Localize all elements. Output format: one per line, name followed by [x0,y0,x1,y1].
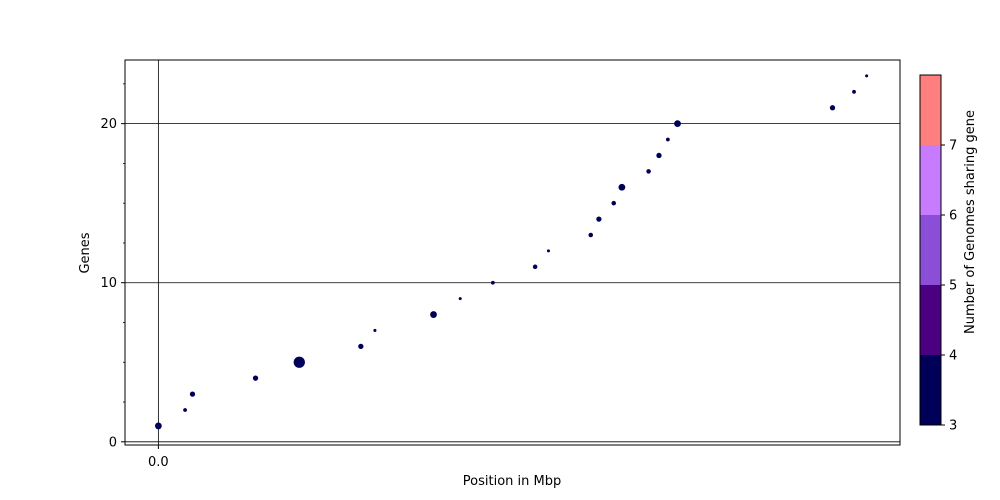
data-point [189,391,196,397]
colorbar: 3 4 5 6 7 [919,74,957,434]
data-point [458,297,462,301]
colorbar-band [920,145,941,215]
colorbar-band [920,355,941,425]
colorbar-tick-label: 7 [949,139,957,154]
data-point [852,89,856,94]
colorbar-band [920,215,941,285]
colorbar-label: Number of Genomes sharing gene [963,110,978,334]
colorbar-tick-label: 3 [949,419,957,434]
axes-frame [124,59,901,446]
data-points [154,74,869,430]
data-point [183,408,187,412]
data-point [674,120,681,128]
y-tick-label: 20 [100,117,117,132]
data-point [490,280,495,285]
plot-area: 0 10 20 0.0 [100,59,901,470]
data-point [293,356,305,368]
data-point [665,137,670,142]
y-axis-label: Genes [78,232,93,273]
data-point [532,264,538,270]
axis-ticks: 0 10 20 0.0 [100,83,169,470]
colorbar-band [920,75,941,145]
colorbar-tick-label: 5 [949,279,957,294]
colorbar-ticks: 3 4 5 6 7 [941,139,957,434]
data-point [618,183,626,191]
data-point [546,249,550,253]
x-axis-label: Position in Mbp [463,474,561,489]
data-point [358,343,364,350]
data-point [430,311,437,318]
data-point [611,200,617,206]
colorbar-band [920,285,941,355]
colorbar-frame [919,74,942,426]
data-point [252,375,259,381]
data-point [596,216,602,222]
colorbar-tick-label: 4 [949,349,957,364]
x-tick-label: 0.0 [148,455,169,470]
data-point [588,232,594,238]
colorbar-bands [920,75,941,425]
data-point [154,422,162,430]
colorbar-tick-label: 6 [949,209,957,224]
data-point [865,74,869,78]
y-tick-label: 0 [109,435,117,450]
data-point [646,169,651,174]
y-tick-label: 10 [100,276,117,291]
data-point [656,152,662,159]
data-point [373,328,377,332]
grid-lines [125,60,900,445]
data-point [829,105,836,111]
